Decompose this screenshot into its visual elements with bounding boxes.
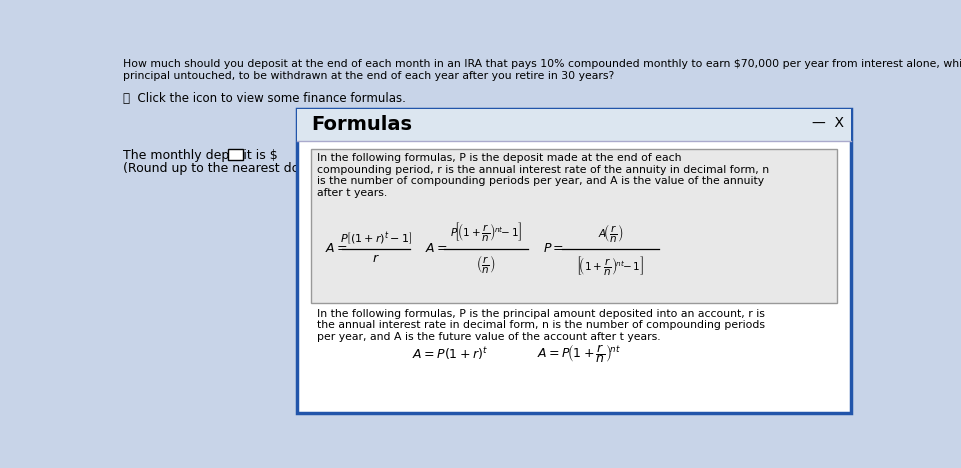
Text: $A=P\!\left(1+\dfrac{r}{n}\right)^{\!nt}$: $A=P\!\left(1+\dfrac{r}{n}\right)^{\!nt}… [537, 342, 621, 365]
Text: $A=$: $A=$ [426, 242, 449, 255]
Text: —  X: — X [812, 116, 844, 130]
Text: In the following formulas, P is the principal amount deposited into an account, : In the following formulas, P is the prin… [317, 309, 765, 342]
FancyBboxPatch shape [228, 148, 243, 160]
Text: In the following formulas, P is the deposit made at the end of each
compounding : In the following formulas, P is the depo… [317, 153, 769, 198]
Text: $\left[\!\left(1+\dfrac{r}{n}\right)^{\!nt}\!\!-1\right]$: $\left[\!\left(1+\dfrac{r}{n}\right)^{\!… [577, 254, 644, 277]
Text: $A=P(1+r)^t$: $A=P(1+r)^t$ [411, 345, 487, 362]
Text: $P\left[(1+r)^t-1\right]$: $P\left[(1+r)^t-1\right]$ [339, 230, 412, 247]
FancyBboxPatch shape [297, 109, 850, 413]
Text: $r$: $r$ [372, 252, 380, 265]
Text: $A\!\left(\dfrac{r}{n}\right)$: $A\!\left(\dfrac{r}{n}\right)$ [598, 222, 623, 244]
Text: $P\!\left[\!\left(1+\dfrac{r}{n}\right)^{\!nt}\!\!-1\right]$: $P\!\left[\!\left(1+\dfrac{r}{n}\right)^… [450, 220, 522, 243]
Text: How much should you deposit at the end of each month in an IRA that pays 10% com: How much should you deposit at the end o… [123, 59, 961, 81]
Text: ⓘ  Click the icon to view some finance formulas.: ⓘ Click the icon to view some finance fo… [123, 92, 407, 104]
Text: $A=$: $A=$ [325, 242, 348, 255]
Text: The monthly deposit is $: The monthly deposit is $ [123, 148, 278, 161]
Text: Formulas: Formulas [310, 115, 411, 134]
Text: $\left(\dfrac{r}{n}\right)$: $\left(\dfrac{r}{n}\right)$ [477, 253, 496, 275]
Text: $P=$: $P=$ [543, 242, 564, 255]
Text: (Round up to the nearest dollar.): (Round up to the nearest dollar.) [123, 161, 327, 175]
FancyBboxPatch shape [310, 148, 837, 302]
FancyBboxPatch shape [297, 109, 850, 141]
